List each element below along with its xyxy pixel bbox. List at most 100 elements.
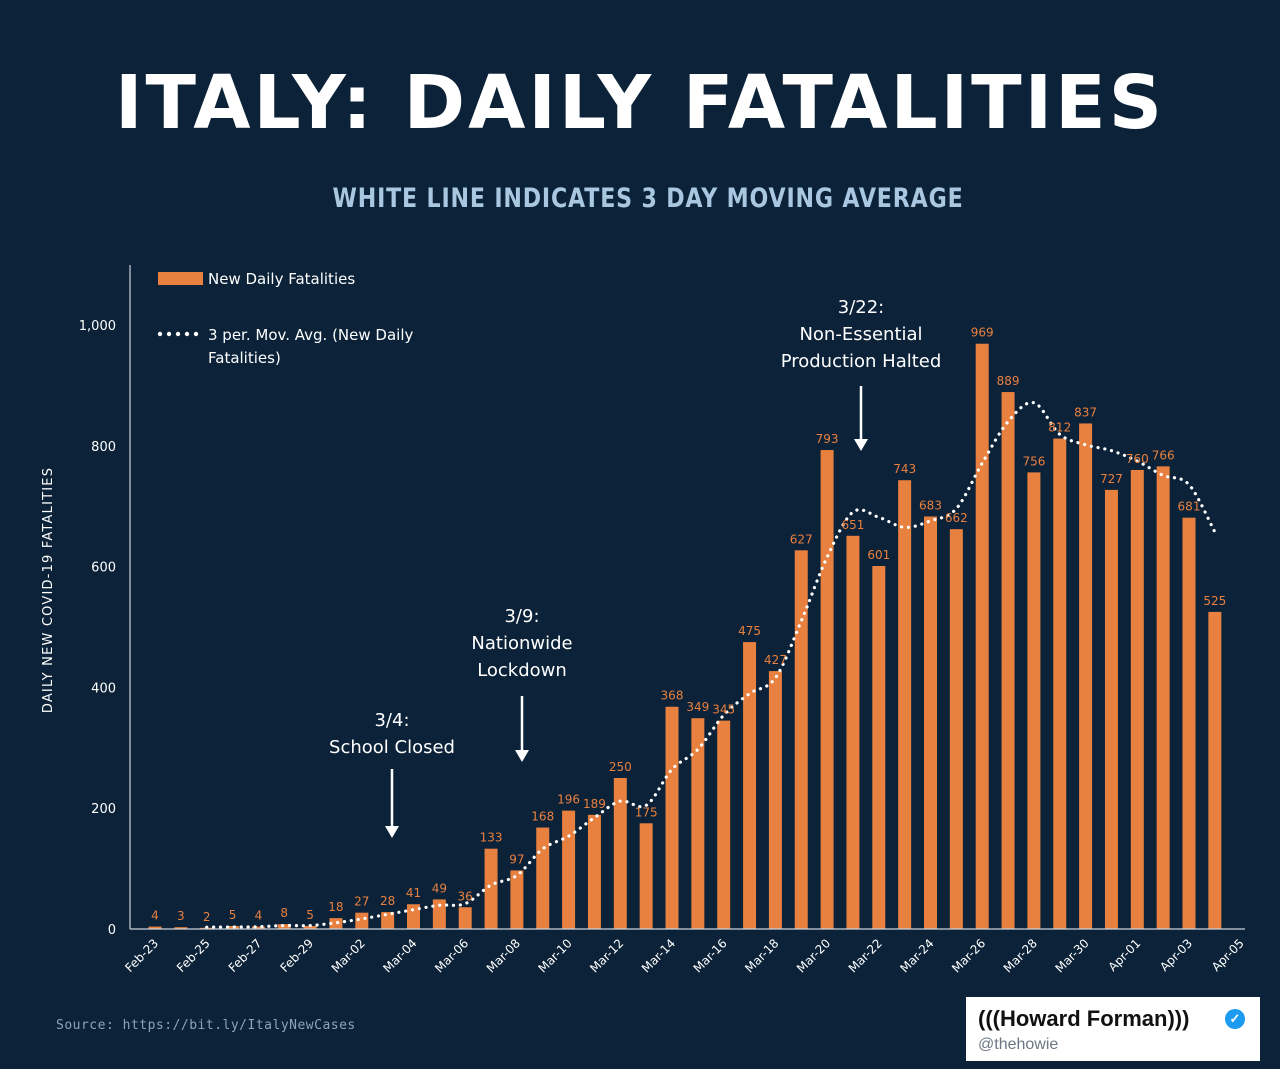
x-tick-label: Apr-05 — [1209, 936, 1247, 974]
annotation-text: Nationwide — [471, 633, 572, 654]
annotation-text: 3/9: — [504, 606, 539, 627]
data-label: 651 — [841, 518, 864, 532]
bar — [303, 925, 317, 929]
legend-dot — [175, 331, 181, 337]
x-tick-label: Apr-03 — [1157, 936, 1195, 974]
bar — [1053, 438, 1067, 929]
data-label: 8 — [280, 906, 288, 920]
bar — [846, 535, 860, 929]
data-label: 681 — [1178, 500, 1201, 514]
data-label: 427 — [764, 653, 787, 667]
data-label: 662 — [945, 511, 968, 525]
annotation-text: Non-Essential — [799, 324, 922, 345]
bar — [717, 720, 731, 929]
data-label: 756 — [1022, 454, 1045, 468]
data-label: 250 — [609, 760, 632, 774]
x-tick-label: Feb-23 — [122, 936, 161, 975]
data-label: 168 — [531, 810, 554, 824]
data-label: 36 — [458, 889, 473, 903]
bar — [1182, 517, 1196, 929]
annotation: 3/4: School Closed — [329, 710, 455, 838]
data-label: 601 — [867, 548, 890, 562]
y-tick-label: 800 — [91, 440, 116, 455]
bar — [691, 718, 705, 929]
data-label: 727 — [1100, 472, 1123, 486]
annotations-layer: 3/4:School Closed3/9:NationwideLockdown3… — [329, 297, 941, 838]
data-label: 627 — [790, 532, 813, 546]
bar — [768, 671, 782, 929]
annotation-text: Lockdown — [477, 660, 567, 681]
data-label: 5 — [229, 908, 237, 922]
data-label: 18 — [328, 900, 343, 914]
attribution-card: (((Howard Forman))) ✓ @thehowie — [966, 997, 1260, 1061]
bar — [794, 550, 808, 929]
bar — [148, 926, 162, 929]
bar — [665, 706, 679, 929]
x-tick-label: Feb-29 — [277, 936, 316, 975]
x-tick-label: Mar-30 — [1052, 936, 1091, 975]
source-note: Source: https://bit.ly/ItalyNewCases — [56, 1018, 356, 1033]
chart-title: ITALY: DAILY FATALITIES — [114, 60, 1165, 146]
data-label: 349 — [686, 700, 709, 714]
annotation-text: School Closed — [329, 737, 455, 758]
legend-dot — [184, 331, 190, 337]
data-label: 2 — [203, 910, 211, 924]
bar — [1027, 472, 1041, 929]
author-name: (((Howard Forman))) — [978, 1006, 1190, 1031]
data-label: 969 — [971, 326, 994, 340]
bar — [355, 912, 369, 929]
bar — [251, 926, 265, 929]
y-tick-label: 400 — [91, 681, 116, 696]
data-label: 760 — [1126, 452, 1149, 466]
y-tick-label: 200 — [91, 802, 116, 817]
data-label: 41 — [406, 886, 421, 900]
arrow-head-icon — [854, 439, 868, 451]
bar — [820, 450, 834, 929]
x-tick-label: Mar-06 — [432, 936, 471, 975]
arrow-head-icon — [385, 826, 399, 838]
bar — [1079, 423, 1093, 929]
bar — [924, 516, 937, 929]
bar — [277, 924, 291, 929]
data-label: 793 — [816, 432, 839, 446]
data-label: 475 — [738, 624, 761, 638]
x-tick-label: Mar-24 — [897, 936, 936, 975]
bar — [432, 899, 446, 929]
data-label: 196 — [557, 793, 580, 807]
bar — [226, 925, 240, 929]
legend-dot — [193, 331, 199, 337]
bar — [174, 927, 188, 929]
y-tick-label: 1,000 — [79, 319, 116, 334]
data-label: 368 — [661, 689, 684, 703]
bar — [1156, 466, 1170, 929]
legend: New Daily Fatalities 3 per. Mov. Avg. (Ne… — [157, 270, 413, 367]
data-label: 345 — [712, 703, 735, 717]
x-tick-label: Feb-25 — [174, 936, 213, 975]
annotation-text: 3/22: — [838, 297, 885, 318]
bar — [975, 343, 989, 929]
x-tick-label: Mar-20 — [794, 936, 833, 975]
x-tick-label: Feb-27 — [226, 936, 265, 975]
annotation-text: Production Halted — [781, 351, 942, 372]
x-tick-label: Mar-18 — [742, 936, 781, 975]
bar — [329, 918, 343, 929]
bar — [562, 810, 576, 929]
bar — [587, 814, 601, 929]
y-tick-label: 600 — [91, 561, 116, 576]
x-tick-label: Mar-14 — [639, 936, 678, 975]
x-tick-label: Apr-01 — [1106, 936, 1144, 974]
bars-layer — [148, 343, 1222, 929]
x-tick-label: Mar-02 — [329, 936, 368, 975]
legend-dot — [157, 331, 163, 337]
legend-avg-label: 3 per. Mov. Avg. (New Daily — [208, 326, 413, 344]
annotation: 3/9: Nationwide Lockdown — [471, 606, 573, 762]
legend-bar-swatch — [158, 272, 203, 285]
data-label: 3 — [177, 909, 185, 923]
y-tick-label: 0 — [108, 923, 116, 938]
data-label: 683 — [919, 498, 942, 512]
data-label: 743 — [893, 462, 916, 476]
bar — [407, 904, 420, 929]
annotation-text: 3/4: — [374, 710, 409, 731]
